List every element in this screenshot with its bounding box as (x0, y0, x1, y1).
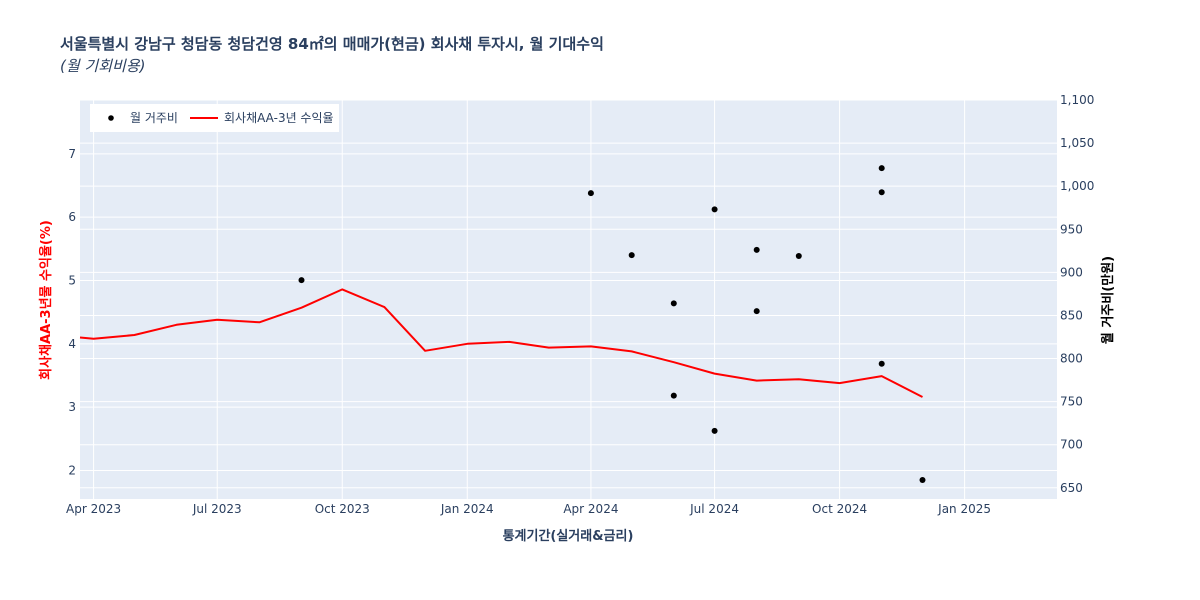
scatter-point-monthly-cost (795, 253, 802, 259)
x-tick-label: Oct 2023 (315, 502, 370, 516)
scatter-point-monthly-cost (711, 427, 718, 434)
y-left-tick-label: 6 (68, 210, 76, 224)
legend-label-monthly-cost: 월 거주비 (130, 111, 178, 125)
y-left-tick-label: 7 (68, 147, 76, 161)
scatter-point-monthly-cost (670, 392, 677, 399)
legend-marker-monthly-cost (108, 115, 114, 121)
legend-label-bond-yield: 회사채AA-3년 수익율 (224, 111, 334, 125)
scatter-point-monthly-cost (919, 477, 926, 483)
scatter-point-monthly-cost (753, 308, 760, 315)
chart-title: 서울특별시 강남구 청담동 청담건영 84㎡의 매매가(현금) 회사채 투자시,… (60, 35, 604, 53)
x-axis-ticks: Apr 2023 Jul 2023 Oct 2023 Jan 2024 Apr 2024… (66, 502, 991, 516)
scatter-point-monthly-cost (753, 246, 760, 253)
x-tick-label: Jul 2023 (192, 502, 242, 516)
y-left-axis-label: 회사채AA-3년물 수익율(%) (38, 220, 54, 380)
x-tick-label: Jan 2025 (937, 502, 991, 516)
series-layer (79, 165, 926, 483)
scatter-point-monthly-cost (878, 165, 885, 172)
y-left-tick-label: 5 (68, 274, 76, 288)
scatter-point-monthly-cost (878, 189, 885, 196)
y-right-tick-label: 850 (1060, 308, 1083, 322)
y-right-tick-label: 750 (1060, 395, 1083, 409)
y-right-tick-label: 1,100 (1060, 93, 1094, 107)
scatter-point-monthly-cost (628, 252, 635, 259)
scatter-point-monthly-cost (878, 360, 885, 367)
scatter-point-monthly-cost (670, 300, 677, 307)
y-right-tick-label: 950 (1060, 222, 1083, 236)
y-right-tick-label: 650 (1060, 481, 1083, 495)
y-right-axis-label: 월 거주비(만원) (1100, 256, 1116, 344)
x-tick-label: Apr 2023 (66, 502, 121, 516)
y-right-tick-label: 1,050 (1060, 136, 1094, 150)
y-left-tick-label: 4 (68, 337, 76, 351)
y-right-tick-label: 900 (1060, 265, 1083, 279)
x-tick-label: Apr 2024 (563, 502, 618, 516)
plot-area (80, 100, 1057, 499)
x-tick-label: Jul 2024 (689, 502, 739, 516)
grid (80, 99, 1057, 499)
series-line-bond-yield (79, 288, 923, 398)
legend[interactable]: 월 거주비 회사채AA-3년 수익율 (90, 104, 339, 132)
y-left-axis-ticks: 2 3 4 5 6 7 (68, 147, 76, 478)
x-tick-label: Oct 2024 (812, 502, 867, 516)
x-tick-label: Jan 2024 (440, 502, 494, 516)
scatter-point-monthly-cost (298, 277, 305, 284)
x-axis-label: 통계기간(실거래&금리) (503, 528, 634, 544)
y-left-tick-label: 3 (68, 400, 76, 414)
y-right-tick-label: 1,000 (1060, 179, 1094, 193)
y-right-axis-ticks: 650 700 750 800 850 900 950 1,000 1,050 1,100 (1060, 93, 1094, 495)
chart-subtitle: (월 기회비용) (60, 57, 145, 75)
y-right-tick-label: 800 (1060, 352, 1083, 366)
y-left-tick-label: 2 (68, 464, 76, 478)
scatter-point-monthly-cost (587, 190, 594, 197)
scatter-point-monthly-cost (711, 206, 718, 213)
y-right-tick-label: 700 (1060, 438, 1083, 452)
